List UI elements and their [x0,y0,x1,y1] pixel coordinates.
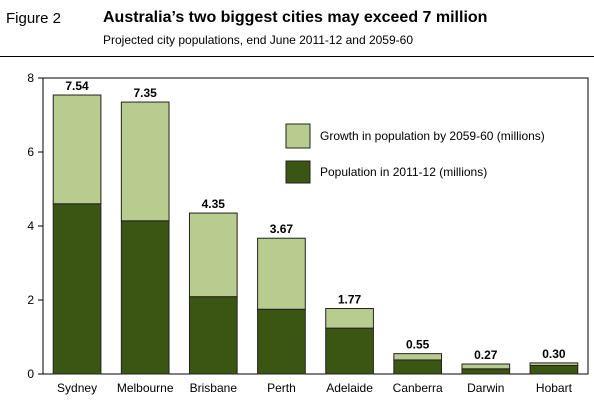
y-tick-label: 0 [27,367,34,381]
total-data-label: 0.55 [406,338,430,352]
figure-label: Figure 2 [6,10,62,27]
bar-growth-2059-60 [325,308,374,329]
total-data-label: 7.35 [134,86,158,100]
bar-growth-2059-60 [188,212,238,298]
bar-growth-2059-60 [461,363,511,370]
total-data-label: 0.30 [542,347,566,361]
y-tick-label: 2 [27,293,34,307]
chart-title: Australia’s two biggest cities may excee… [103,9,488,26]
total-data-label: 3.67 [270,222,294,236]
x-category-label: Darwin [467,381,504,395]
bar-population-2011-12 [393,359,443,375]
x-category-label: Perth [267,381,296,395]
x-category-label: Canberra [393,381,443,395]
total-data-label: 1.77 [338,293,362,307]
title-rule [0,56,594,57]
bar-population-2011-12 [257,308,306,375]
bar-population-2011-12 [461,368,511,375]
x-category-label: Brisbane [190,381,238,395]
bar-growth-2059-60 [52,94,102,205]
total-data-label: 0.27 [474,348,498,362]
total-data-label: 4.35 [202,197,226,211]
bar-population-2011-12 [529,364,579,375]
y-tick-label: 8 [27,71,34,85]
x-category-label: Hobart [536,381,573,395]
legend-label-growth: Growth in population by 2059-60 (million… [320,129,545,143]
bar-population-2011-12 [188,296,238,375]
bar-growth-2059-60 [257,237,306,310]
x-category-label: Adelaide [326,381,373,395]
y-tick-label: 4 [27,219,34,233]
x-category-label: Melbourne [117,381,174,395]
total-data-label: 7.54 [65,79,89,93]
legend-swatch-growth [285,123,311,149]
bar-population-2011-12 [325,327,374,375]
bar-growth-2059-60 [120,101,170,222]
x-category-label: Sydney [57,381,97,395]
chart-subtitle: Projected city populations, end June 201… [103,33,414,47]
legend-label-base: Population in 2011-12 (millions) [320,165,487,179]
y-tick-label: 6 [27,145,34,159]
bar-population-2011-12 [120,220,170,375]
bar-growth-2059-60 [529,362,579,366]
bar-growth-2059-60 [393,353,443,361]
bar-population-2011-12 [52,203,102,375]
legend-swatch-base [285,160,311,184]
